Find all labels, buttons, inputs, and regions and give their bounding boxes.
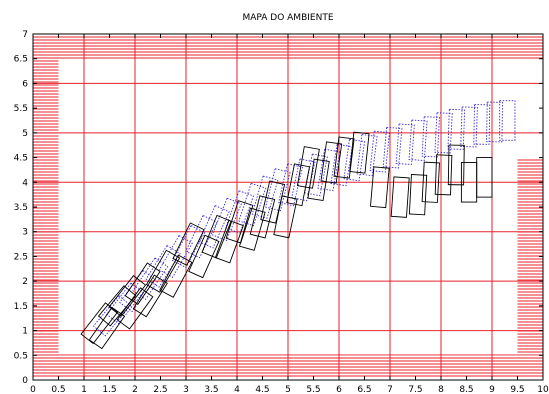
x-tick-label: 6.5: [357, 385, 371, 394]
y-tick-label: 0: [22, 376, 28, 386]
y-tick-label: 2.5: [14, 252, 28, 262]
y-tick-label: 1: [22, 327, 28, 337]
pose-marker: [286, 163, 311, 207]
x-tick-label: 5: [285, 385, 291, 394]
y-tick-label: 3: [22, 228, 28, 238]
pose-marker: [97, 285, 137, 327]
x-tick-label: 2: [132, 385, 138, 394]
y-tick-label: 4.5: [14, 154, 28, 164]
x-tick-label: 4.5: [255, 385, 269, 394]
x-tick-label: 7: [387, 385, 393, 394]
pose-marker: [145, 249, 181, 293]
y-tick-label: 0.5: [14, 351, 28, 361]
pose-marker: [390, 176, 410, 218]
x-tick-label: 0.5: [51, 385, 65, 394]
pose-marker: [421, 161, 440, 203]
pose-marker: [159, 254, 193, 298]
x-tick-label: 3: [183, 385, 189, 394]
y-tick-label: 5.5: [14, 104, 28, 114]
pose-marker: [273, 195, 298, 239]
pose-marker: [214, 219, 244, 264]
x-axis-ticks: 0 0.5 1 1.5 2 2.5 3 3.5 4 4.5 5 5.5 6 6.5 7 7.5 8 8.5 9 9.5…: [30, 34, 549, 394]
pose-marker: [201, 214, 232, 259]
pose-marker: [408, 174, 428, 216]
y-tick-label: 2: [22, 277, 28, 287]
x-tick-label: 5.5: [306, 385, 320, 394]
series-layer: [80, 100, 516, 350]
x-tick-label: 4: [234, 385, 240, 394]
pose-marker: [88, 306, 126, 350]
x-tick-label: 2.5: [153, 385, 167, 394]
x-tick-label: 7.5: [408, 385, 422, 394]
x-tick-label: 6: [336, 385, 342, 394]
x-tick-label: 8.5: [459, 385, 473, 394]
pose-marker: [434, 154, 453, 196]
y-tick-label: 6.5: [14, 55, 28, 65]
pose-marker: [476, 157, 493, 198]
y-tick-label: 6: [22, 79, 28, 89]
y-tick-label: 1.5: [14, 302, 28, 312]
x-tick-label: 8: [438, 385, 444, 394]
pose-marker: [307, 158, 330, 202]
chart-title: MAPA DO AMBIENTE: [242, 13, 333, 23]
x-tick-label: 10: [537, 385, 549, 394]
y-axis-ticks: 0 0.5 1 1.5 2 2.5 3 3.5 4 4.5 5 5.5 6 6.5 7: [14, 30, 543, 386]
x-tick-label: 9.5: [510, 385, 524, 394]
x-tick-label: 9: [489, 385, 495, 394]
y-tick-label: 7: [22, 30, 28, 40]
pose-marker: [238, 207, 266, 251]
pose-marker: [132, 274, 168, 318]
pose-marker: [116, 287, 154, 330]
left-wall: [33, 58, 59, 356]
y-tick-label: 4: [22, 178, 28, 188]
x-tick-label: 1.5: [102, 385, 116, 394]
pose-marker: [296, 146, 320, 189]
pose-marker: [225, 200, 254, 244]
x-tick-label: 0: [30, 385, 36, 394]
actual-path-series: [80, 131, 493, 350]
pose-marker: [188, 234, 220, 279]
pose-marker: [349, 131, 370, 174]
pose-marker: [447, 144, 465, 186]
y-tick-label: 3.5: [14, 203, 28, 213]
x-tick-label: 1: [81, 385, 87, 394]
pose-marker: [333, 136, 355, 179]
pose-marker: [369, 166, 390, 209]
grid-layer: [33, 34, 543, 380]
pose-marker: [172, 222, 205, 266]
x-tick-label: 3.5: [204, 385, 218, 394]
y-tick-label: 5: [22, 129, 28, 139]
right-wall: [517, 157, 543, 353]
pose-marker: [249, 195, 276, 239]
pose-marker: [124, 262, 161, 305]
pose-marker: [320, 141, 343, 184]
